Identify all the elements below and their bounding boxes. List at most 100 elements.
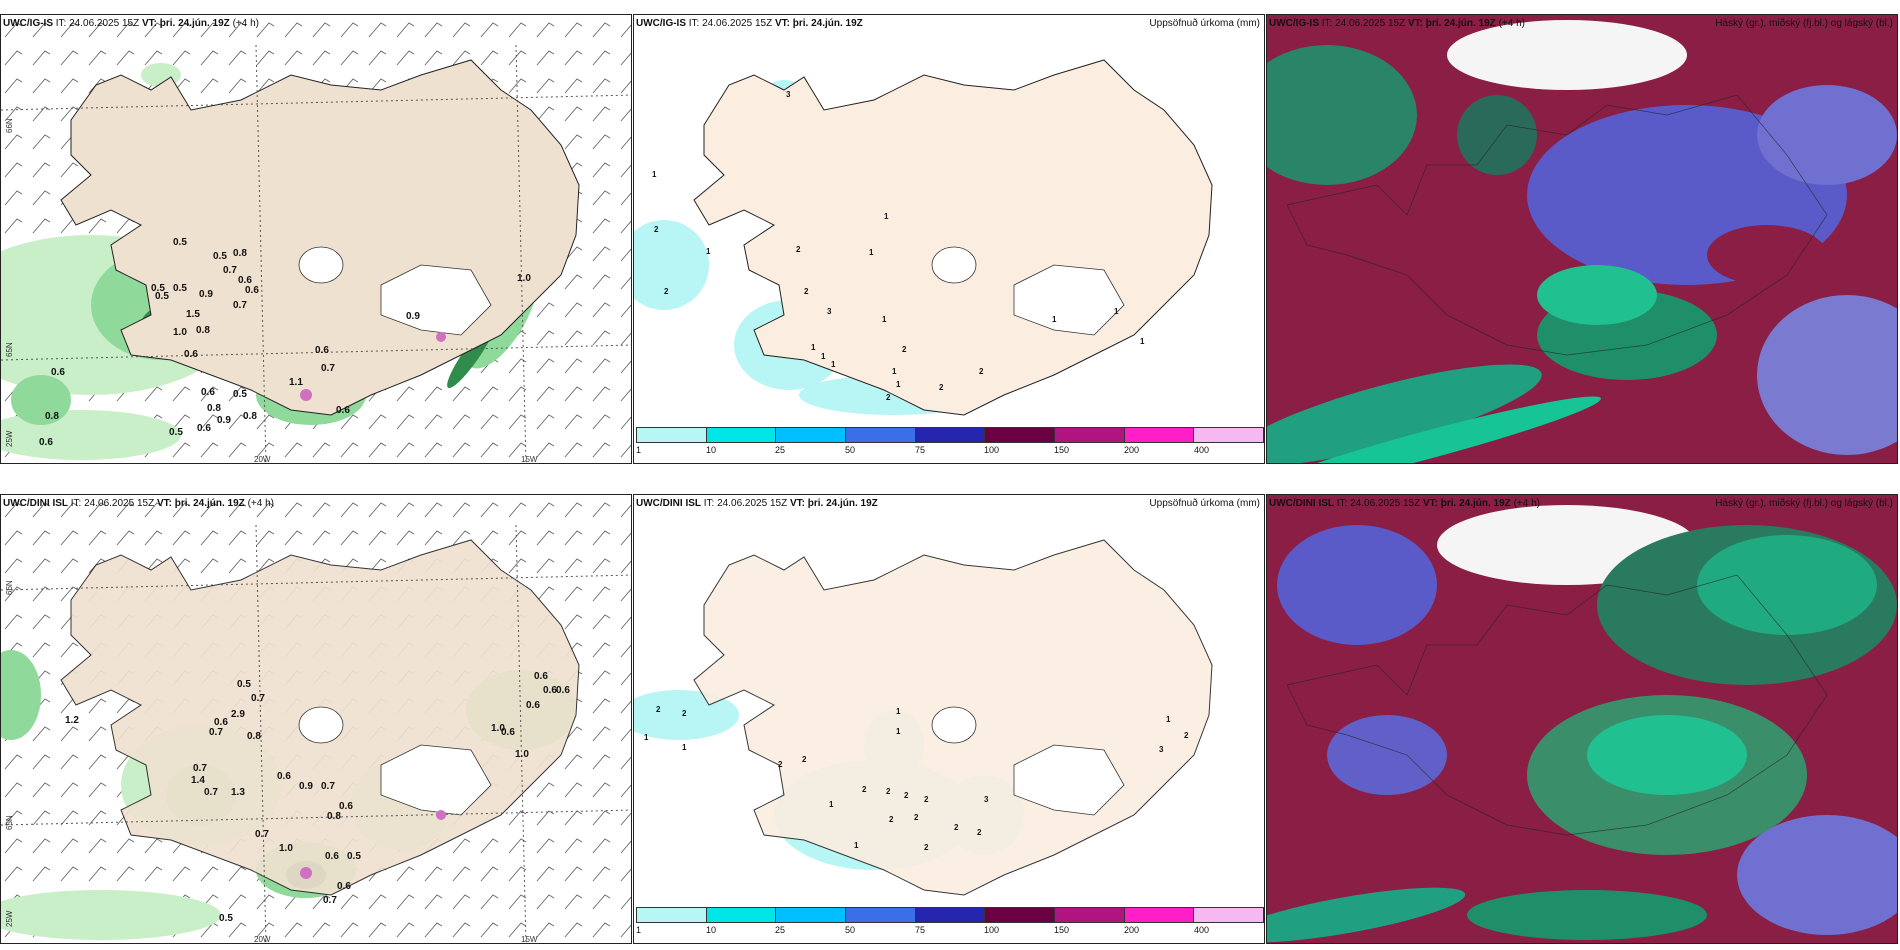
colorbar-swatch <box>706 908 777 922</box>
precip-label: 0.5 <box>233 389 247 400</box>
colorbar-tick: 25 <box>775 925 786 935</box>
precip-label: 1.5 <box>186 309 200 320</box>
precip-label: 0.7 <box>209 727 223 738</box>
colorbar-swatch <box>637 908 707 922</box>
colorbar-tick: 100 <box>984 445 1000 455</box>
precip-label: 1.2 <box>65 715 79 726</box>
lon-label-20: 20W <box>254 935 271 944</box>
panel-bottom-middle: UWC/DINI ISL IT: 24.06.2025 15Z VT: þri.… <box>633 494 1265 944</box>
precip-label: 0.6 <box>543 685 557 696</box>
lon-label-25: 25W <box>5 910 14 927</box>
precip-label: 2 <box>1184 731 1189 740</box>
precip-label: 0.6 <box>184 349 198 360</box>
precip-label: 0.6 <box>51 367 65 378</box>
precip-label: 0.5 <box>169 427 183 438</box>
lon-label-15: 15W <box>521 455 538 464</box>
colorbar-tick: 1 <box>636 445 642 455</box>
precip-label: 2 <box>924 843 929 852</box>
map-wind-precip <box>1 495 631 943</box>
precip-label: 2 <box>939 383 944 392</box>
precip-label: 2 <box>778 760 783 769</box>
colorbar-swatch <box>1194 908 1264 922</box>
colorbar-tick: 75 <box>915 445 926 455</box>
precip-label: 2 <box>889 815 894 824</box>
precip-label: 2 <box>664 287 669 296</box>
colorbar-tick: 25 <box>775 445 786 455</box>
precip-label: 2 <box>979 367 984 376</box>
precip-label: 2 <box>886 393 891 402</box>
precip-label: 0.5 <box>219 913 233 924</box>
lat-label-66: 66N <box>5 118 14 133</box>
precip-label: 0.8 <box>45 411 59 422</box>
precip-label: 0.6 <box>201 387 215 398</box>
precip-label: 0.6 <box>556 685 570 696</box>
precip-label: 2 <box>656 705 661 714</box>
precip-label: 0.6 <box>526 700 540 711</box>
precip-label: 2 <box>862 785 867 794</box>
colorbar-swatch <box>985 428 1056 442</box>
precip-label: 1 <box>821 352 826 361</box>
precip-label: 0.6 <box>337 881 351 892</box>
colorbar-swatch <box>846 908 916 922</box>
panel-title-right: Uppsöfnuð úrkoma (mm) <box>1149 18 1260 29</box>
panel-bottom-right: UWC/DINI ISL IT: 24.06.2025 15Z VT: þri.… <box>1266 494 1898 944</box>
precip-label: 0.6 <box>315 345 329 356</box>
precip-label: 0.5 <box>173 283 187 294</box>
precip-label: 0.5 <box>173 237 187 248</box>
colorbar-swatch <box>1124 908 1195 922</box>
colorbar <box>636 427 1264 443</box>
precip-label: 2 <box>804 287 809 296</box>
panel-top-right: UWC/IG-IS IT: 24.06.2025 15Z VT: þri. 24… <box>1266 14 1898 464</box>
precip-label: 1 <box>869 248 874 257</box>
colorbar-tick: 200 <box>1124 445 1140 455</box>
panel-title-right: Háský (gr.), miðský (fj.bl.) og lágský (… <box>1715 18 1893 29</box>
panel-top-left: UWC/IG-IS IT: 24.06.2025 15Z VT: þri. 24… <box>0 14 632 464</box>
colorbar-swatch <box>915 908 986 922</box>
precip-label: 2 <box>886 787 891 796</box>
panel-header: UWC/IG-IS IT: 24.06.2025 15Z VT: þri. 24… <box>636 18 863 29</box>
precip-label: 0.6 <box>325 851 339 862</box>
precip-label: 0.6 <box>501 727 515 738</box>
precip-label: 1 <box>892 367 897 376</box>
precip-label: 2 <box>654 225 659 234</box>
precip-label: 1 <box>682 743 687 752</box>
panel-header: UWC/DINI ISL IT: 24.06.2025 15Z VT: þri.… <box>1269 498 1540 509</box>
colorbar-swatch <box>776 908 847 922</box>
precip-label: 0.7 <box>223 265 237 276</box>
precip-label: 0.9 <box>217 415 231 426</box>
lat-label-65: 65N <box>5 815 14 830</box>
precip-label: 1.4 <box>191 775 205 786</box>
precip-label: 0.5 <box>155 291 169 302</box>
precip-label: 0.7 <box>204 787 218 798</box>
precip-label: 0.7 <box>233 300 247 311</box>
colorbar-tick: 150 <box>1054 445 1070 455</box>
colorbar-tick: 200 <box>1124 925 1140 935</box>
precip-label: 1 <box>706 247 711 256</box>
panel-top-middle: UWC/IG-IS IT: 24.06.2025 15Z VT: þri. 24… <box>633 14 1265 464</box>
precip-label: 1 <box>896 380 901 389</box>
precip-label: 1 <box>1114 307 1119 316</box>
colorbar-swatch <box>776 428 847 442</box>
panel-header: UWC/IG-IS IT: 24.06.2025 15Z VT: þri. 24… <box>1269 18 1525 29</box>
precip-label: 1 <box>1140 337 1145 346</box>
precip-label: 0.8 <box>233 248 247 259</box>
precip-label: 2 <box>914 813 919 822</box>
colorbar-swatch <box>846 428 916 442</box>
precip-label: 2 <box>904 791 909 800</box>
precip-label: 1.0 <box>517 273 531 284</box>
precip-label: 0.5 <box>151 283 165 294</box>
precip-label: 0.8 <box>247 731 261 742</box>
precip-label: 1 <box>896 727 901 736</box>
precip-label: 0.7 <box>323 895 337 906</box>
precip-label: 0.6 <box>336 405 350 416</box>
precip-label: 1.0 <box>279 843 293 854</box>
precip-label: 3 <box>786 90 791 99</box>
precip-label: 0.9 <box>299 781 313 792</box>
lat-label-65: 65N <box>5 342 14 357</box>
colorbar-tick: 1 <box>636 925 642 935</box>
colorbar-tick: 400 <box>1194 925 1210 935</box>
panel-title-right: Háský (gr.), miðský (fj.bl.) og lágský (… <box>1715 498 1893 509</box>
precip-label: 0.9 <box>199 289 213 300</box>
precip-label: 0.6 <box>39 437 53 448</box>
precip-label: 0.7 <box>193 763 207 774</box>
